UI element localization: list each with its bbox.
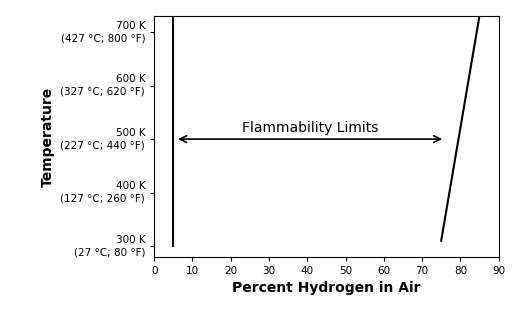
Y-axis label: Temperature: Temperature: [41, 86, 55, 187]
X-axis label: Percent Hydrogen in Air: Percent Hydrogen in Air: [232, 282, 420, 295]
Text: Flammability Limits: Flammability Limits: [242, 121, 378, 135]
